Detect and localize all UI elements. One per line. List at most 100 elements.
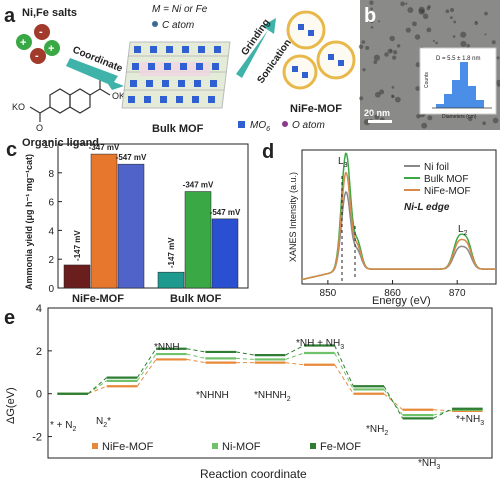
histogram-bars — [436, 62, 484, 108]
step-label-nnh: *NNH — [154, 342, 180, 353]
tem-particle — [466, 43, 470, 48]
panel-d-label: d — [262, 141, 274, 163]
nife-mof-particles-icon — [282, 10, 356, 90]
panel-a: a Ni,Fe salts + + - - KO OK O O Orga — [4, 4, 356, 149]
tem-particle — [414, 34, 421, 40]
bar-value-label: -147 mV — [73, 230, 82, 261]
tem-particle — [449, 16, 453, 20]
tem-particle — [426, 27, 432, 33]
bar — [157, 271, 185, 289]
panel-e-xlabel: Reaction coordinate — [200, 467, 307, 481]
tem-particle — [495, 79, 500, 86]
tem-particle — [361, 40, 366, 44]
panel-e-lines — [57, 344, 483, 420]
panel-c-ylabel: Ammonia yield (μg h⁻¹ mg⁻¹cat) — [24, 154, 34, 290]
tem-particle — [370, 7, 374, 11]
step-label-n2-adsorbed: N2* — [96, 416, 111, 429]
tem-particle — [394, 96, 401, 103]
step-label-nhnh: *NHNH — [196, 390, 229, 401]
o-atom-legend: O atom — [292, 120, 325, 131]
step-label-nh3: *NH3 — [418, 458, 440, 471]
tem-particle — [491, 40, 496, 45]
ytick-label: 0 — [48, 284, 54, 295]
tem-particle — [369, 19, 374, 24]
ligand-ok-right: OK — [112, 91, 125, 101]
panel-d-lines — [301, 152, 496, 281]
histogram-bar — [444, 94, 452, 108]
panel-c-bars — [63, 153, 239, 289]
tem-particle — [468, 116, 473, 122]
ytick-label: 0 — [36, 389, 42, 401]
ytick-label: 6 — [48, 198, 54, 209]
energy-connector — [383, 385, 404, 419]
category-bulk-mof: Bulk MOF — [170, 293, 222, 305]
bar — [117, 163, 145, 289]
bar-value-label: -547 mV — [116, 153, 147, 162]
l3-label: L3 — [338, 156, 348, 169]
mo6-legend: MO6 — [250, 120, 270, 133]
tem-particle — [445, 9, 450, 14]
ytick-label: 2 — [48, 255, 54, 266]
energy-connector — [285, 362, 305, 366]
legend-swatch — [310, 443, 316, 449]
bulk-mof-caption: Bulk MOF — [152, 123, 204, 135]
xanes-line — [301, 152, 496, 281]
energy-connector — [87, 377, 108, 395]
tem-particle — [460, 40, 467, 47]
tem-particle — [392, 55, 397, 60]
tem-particle — [391, 86, 395, 89]
bar — [184, 191, 212, 289]
energy-connector — [433, 408, 453, 419]
ligand-caption: Organic ligand — [22, 137, 99, 149]
energy-connector — [285, 352, 305, 360]
histogram-bar — [460, 62, 468, 108]
tem-particle — [416, 113, 421, 119]
bulk-mof-icon — [121, 41, 231, 109]
xtick-label: 850 — [320, 288, 337, 299]
tem-particle — [400, 1, 405, 7]
energy-connector — [186, 353, 206, 359]
tem-particle — [432, 39, 435, 42]
tem-particle — [392, 50, 398, 55]
panel-c: c Ammonia yield (μg h⁻¹ mg⁻¹cat) 0 2 4 6 8 10… — [6, 139, 249, 305]
tem-particle — [378, 20, 381, 23]
panel-d-ylabel: XANES Intensity (a.u.) — [288, 172, 298, 262]
legend-label: NiFe-MOF — [102, 441, 154, 453]
ytick-label: 8 — [48, 169, 54, 180]
tem-particle — [427, 115, 433, 121]
ligand-ko-left: KO — [12, 102, 25, 112]
svg-text:-: - — [39, 26, 43, 38]
category-nife-mof: NiFe-MOF — [72, 293, 124, 305]
tem-particle — [384, 52, 389, 57]
panel-c-bar-labels: -147 mV-347 mV-547 mV-147 mV-347 mV-547 … — [73, 143, 241, 268]
tem-particle — [449, 7, 455, 13]
tem-particle — [435, 41, 438, 45]
tem-particle — [405, 27, 411, 33]
panel-e-legend: NiFe-MOF Ni-MOF Fe-MOF — [92, 441, 361, 453]
energy-connector — [136, 348, 157, 378]
xanes-line — [301, 171, 496, 281]
tem-particle — [368, 111, 374, 117]
grinding-arrow-icon — [236, 18, 276, 78]
l2-label: L2 — [458, 224, 468, 237]
tem-particle — [373, 60, 378, 65]
legend-swatch — [212, 443, 218, 449]
panel-d-axes — [301, 149, 497, 285]
histogram-bar — [452, 80, 460, 108]
panel-e-label: e — [4, 307, 15, 329]
legend-label: Fe-MOF — [320, 441, 361, 453]
tem-particle — [405, 2, 408, 5]
energy-connector — [235, 357, 255, 360]
tem-particle — [484, 11, 488, 16]
tem-particle — [415, 62, 421, 68]
panel-e-axes — [47, 307, 493, 459]
tem-particle — [369, 0, 374, 5]
xtick-label: 870 — [449, 288, 466, 299]
histogram-note: D = 5.5 ± 1.8 nm — [436, 56, 480, 62]
bar-value-label: -547 mV — [210, 208, 241, 217]
ytick-label: 4 — [36, 303, 42, 315]
energy-connector — [334, 352, 354, 390]
energy-connector — [383, 389, 404, 416]
tem-particle — [359, 96, 364, 101]
panel-b-label: b — [364, 5, 376, 27]
